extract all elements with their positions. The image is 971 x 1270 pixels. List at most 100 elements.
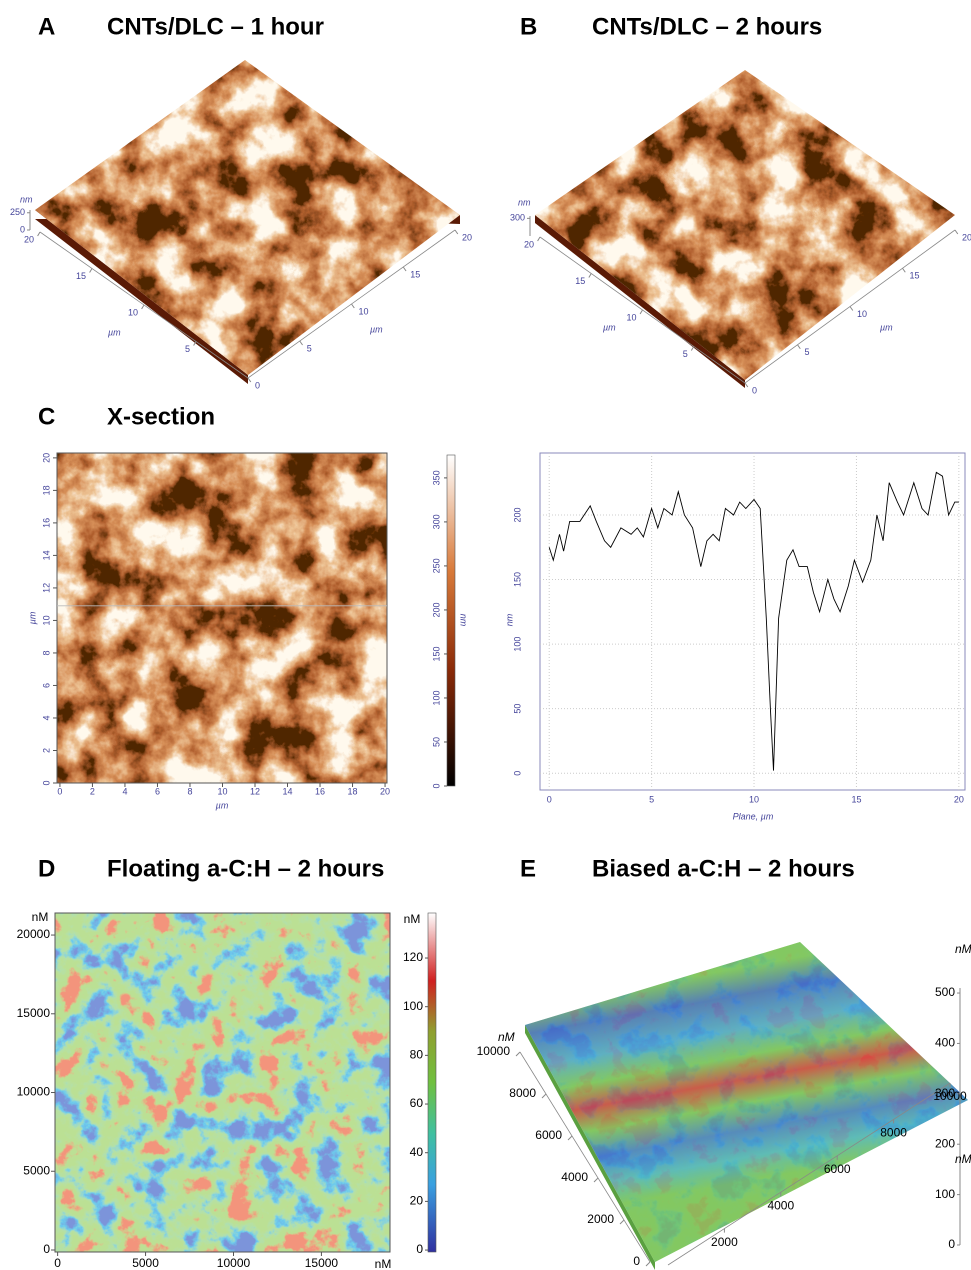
colorbar-title: nm	[459, 614, 469, 627]
y-axis-title: µm	[108, 327, 121, 337]
x-tick	[797, 344, 801, 350]
x-tick-label: 0	[255, 380, 260, 390]
x-tick-label: 20	[462, 232, 472, 242]
y-tick-label: 20	[24, 234, 34, 244]
y-tick	[37, 231, 41, 237]
x-tick	[744, 382, 749, 388]
z-tick-label: 0	[948, 1237, 955, 1251]
y-tick	[141, 304, 145, 310]
colorbar-tick-label: 20	[410, 1194, 424, 1208]
heatmap	[55, 913, 390, 1252]
y-tick-label: 8000	[509, 1086, 536, 1100]
x-tick-label: 20	[380, 786, 390, 796]
x-tick-label: 4000	[767, 1198, 794, 1212]
z-tick-label: 300	[935, 1086, 955, 1100]
x-tick-label: 0	[54, 1256, 61, 1270]
z-tick-label: 0	[20, 224, 25, 234]
y-tick-label: 2000	[587, 1212, 614, 1226]
panel-title: Biased a-C:H – 2 hours	[592, 855, 855, 882]
surface-side	[535, 215, 745, 388]
panel-label: C	[38, 403, 55, 430]
y-tick-label: 6	[41, 683, 51, 688]
plot-frame	[54, 912, 391, 1253]
colorbar-tick-label: 120	[403, 950, 423, 964]
colorbar-tick-label: 300	[431, 514, 441, 529]
y-tick	[541, 1093, 547, 1099]
y-tick-label: 15000	[17, 1006, 51, 1020]
y-tick-label: 8	[41, 650, 51, 655]
x-tick-label: 15	[910, 271, 920, 281]
colorbar-title: nM	[404, 912, 421, 926]
z-tick-label: 200	[935, 1136, 955, 1150]
y-tick-label: 0	[43, 1242, 50, 1256]
y-tick	[515, 1051, 521, 1057]
y-tick	[588, 273, 592, 278]
y-tick-label: 16	[41, 518, 51, 528]
y-tick-label: 5	[185, 344, 190, 354]
x-axis-title: nM	[955, 1152, 971, 1166]
x-tick-label: 5	[805, 347, 810, 357]
x-tick	[954, 229, 959, 235]
panel-label: B	[520, 13, 537, 40]
y-axis	[519, 1051, 651, 1263]
x-tick-label: 0	[752, 385, 757, 395]
y-tick-label: 5000	[23, 1163, 50, 1177]
x-tick	[351, 303, 355, 309]
z-tick-label: 100	[935, 1187, 955, 1201]
colorbar-tick-label: 80	[410, 1048, 424, 1062]
panel-label: E	[520, 855, 536, 882]
x-tick-label: 20	[954, 794, 964, 804]
x-tick-label: 2000	[711, 1235, 738, 1249]
x-tick-label: 10000	[933, 1089, 967, 1103]
y-tick-label: 18	[41, 485, 51, 495]
y-axis-title: nm	[504, 613, 514, 626]
x-tick-label: 8	[187, 786, 192, 796]
z-axis-title: nm	[518, 197, 531, 207]
x-tick-label: 0	[547, 794, 552, 804]
x-tick-label: 12	[250, 786, 260, 796]
y-tick-label: 10	[626, 312, 636, 322]
x-tick-label: 15000	[305, 1256, 339, 1270]
x-tick-label: 8000	[880, 1126, 907, 1140]
x-tick-label: 0	[57, 786, 62, 796]
y-tick-label: 10000	[477, 1044, 511, 1058]
colorbar-tick-label: 0	[416, 1242, 423, 1256]
y-tick-label: 5	[683, 349, 688, 359]
y-tick-label: 150	[512, 572, 522, 587]
x-axis	[667, 1082, 951, 1266]
y-tick-label: 0	[633, 1254, 640, 1268]
y-tick	[645, 1261, 651, 1267]
x-tick-label: 2	[90, 786, 95, 796]
y-tick-label: 10000	[17, 1085, 51, 1099]
x-tick	[454, 229, 459, 235]
x-tick-label: 5	[307, 343, 312, 353]
y-tick-label: 200	[512, 507, 522, 522]
colorbar-tick-label: 0	[431, 783, 441, 788]
colorbar-tick-label: 40	[410, 1145, 424, 1159]
x-tick	[402, 266, 407, 272]
colorbar-tick-label: 60	[410, 1096, 424, 1110]
x-tick-label: 6	[155, 786, 160, 796]
x-axis-title: µm	[880, 322, 893, 332]
colorbar	[446, 454, 456, 787]
y-tick-label: 20	[41, 453, 51, 463]
x-tick-label: 5000	[132, 1256, 159, 1270]
colorbar-tick-label: 100	[431, 690, 441, 705]
z-tick-label: 250	[10, 207, 25, 217]
y-tick	[193, 341, 197, 346]
x-tick-label: 10	[857, 309, 867, 319]
x-tick-label: 10	[359, 306, 369, 316]
y-tick	[639, 309, 643, 315]
x-tick-label: 20	[962, 232, 971, 242]
x-axis-title: nM	[375, 1257, 392, 1270]
colorbar-tick-label: 250	[431, 558, 441, 573]
y-tick-label: 12	[41, 583, 51, 593]
x-tick-label: 10	[217, 786, 227, 796]
panel-title: CNTs/DLC – 1 hour	[107, 13, 324, 40]
panel-label: A	[38, 13, 55, 40]
x-tick-label: 4	[122, 786, 127, 796]
x-tick	[849, 306, 854, 311]
y-axis-title: nM	[498, 1030, 515, 1044]
x-tick-label: 15	[851, 794, 861, 804]
